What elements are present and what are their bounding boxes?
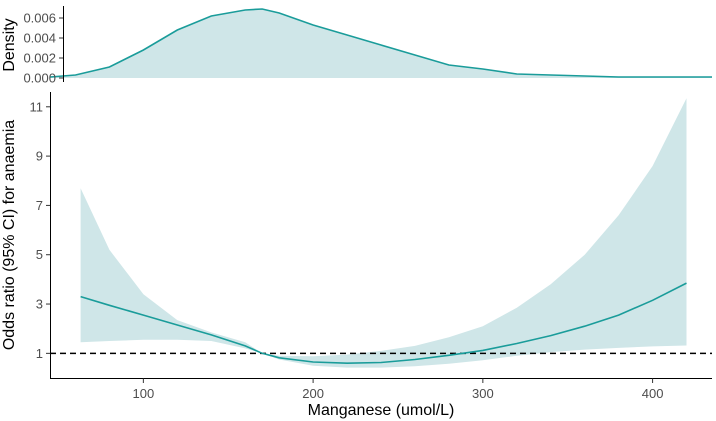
density-y-ticks: 0.000 0.002 0.004 0.006 <box>23 11 63 86</box>
or-y-ticks: 1 3 5 7 9 11 <box>30 99 50 361</box>
or-x-axis-title: Manganese (umol/L) <box>308 402 455 419</box>
density-line <box>49 8 712 78</box>
or-y-tick-label: 3 <box>36 297 43 312</box>
density-y-axis-title: Density <box>1 18 18 71</box>
or-y-tick-label: 7 <box>36 198 43 213</box>
density-y-tick-label: 0.006 <box>23 11 56 26</box>
or-y-tick-label: 5 <box>36 247 43 262</box>
density-y-tick-label: 0.004 <box>23 31 56 46</box>
density-y-tick-label: 0.002 <box>23 51 56 66</box>
or-x-tick-label: 400 <box>642 386 664 401</box>
odds-ratio-line <box>80 282 687 365</box>
density-y-tick-label: 0.000 <box>23 71 56 86</box>
or-x-tick-label: 300 <box>472 386 494 401</box>
or-x-tick-label: 100 <box>133 386 155 401</box>
density-panel: 0.000 0.002 0.004 0.006 Density <box>1 6 712 86</box>
or-y-tick-label: 11 <box>30 99 44 114</box>
or-y-tick-label: 1 <box>36 346 43 361</box>
density-area <box>50 9 712 78</box>
or-y-tick-label: 9 <box>36 149 43 164</box>
or-x-tick-label: 200 <box>302 386 324 401</box>
or-y-axis-title: Odds ratio (95% CI) for anaemia <box>1 120 18 350</box>
or-x-ticks: 100 200 300 400 <box>133 378 664 401</box>
odds-ratio-panel: 1 3 5 7 9 11 100 200 300 400 Odds ratio (95% CI)… <box>1 92 712 419</box>
confidence-band <box>80 98 687 368</box>
